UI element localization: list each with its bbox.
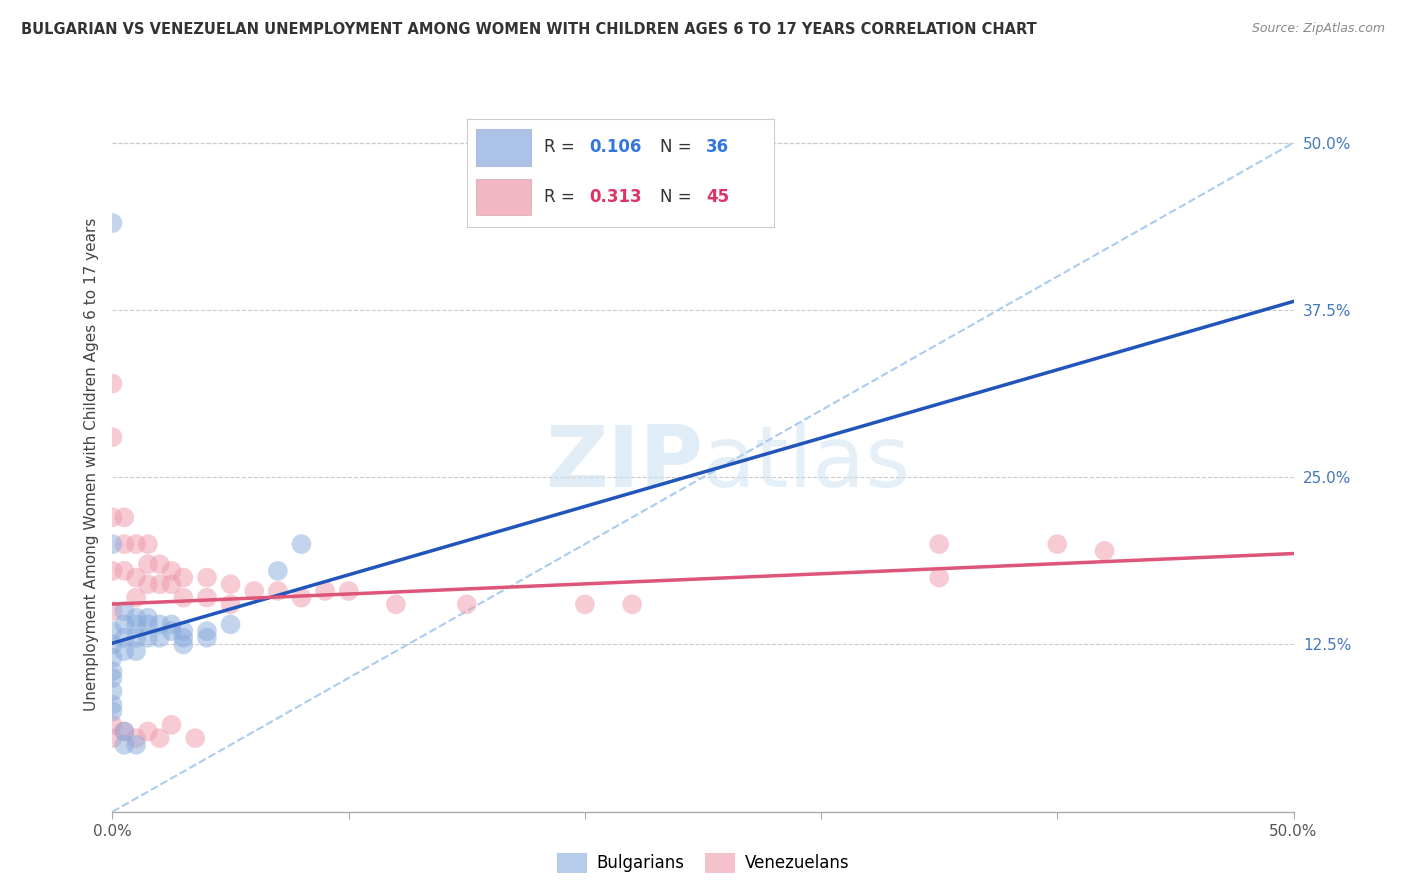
Point [112,604,135,618]
Point [125,731,148,746]
Point [101,216,124,230]
Point [574,598,596,612]
Point [101,637,124,651]
Point [1046,537,1069,551]
Point [160,624,183,639]
Point [195,631,218,645]
Point [195,624,218,639]
Point [125,537,148,551]
Point [160,564,183,578]
Point [112,537,135,551]
Point [172,591,194,605]
Point [112,617,135,632]
Point [314,584,336,599]
Point [1094,544,1116,558]
Point [149,731,172,746]
Point [149,631,172,645]
Point [112,631,135,645]
Point [136,537,159,551]
Point [219,598,242,612]
Point [172,631,194,645]
Point [125,738,148,752]
Text: Source: ZipAtlas.com: Source: ZipAtlas.com [1251,22,1385,36]
Point [101,731,124,746]
Point [125,631,148,645]
Point [101,698,124,712]
Text: BULGARIAN VS VENEZUELAN UNEMPLOYMENT AMONG WOMEN WITH CHILDREN AGES 6 TO 17 YEAR: BULGARIAN VS VENEZUELAN UNEMPLOYMENT AMO… [21,22,1036,37]
Point [219,577,242,591]
Point [136,557,159,572]
Point [136,631,159,645]
Point [290,591,312,605]
Point [101,376,124,391]
Point [172,624,194,639]
Point [160,577,183,591]
Point [101,705,124,719]
Point [928,571,950,585]
Point [385,598,408,612]
Point [112,724,135,739]
Point [112,644,135,658]
Text: atlas: atlas [703,422,911,506]
Point [101,537,124,551]
Point [219,617,242,632]
Point [456,598,478,612]
Point [101,430,124,444]
Point [101,604,124,618]
Point [149,557,172,572]
Point [195,591,218,605]
Point [136,617,159,632]
Point [290,537,312,551]
Point [125,611,148,625]
Point [101,717,124,731]
Point [243,584,266,599]
Point [101,684,124,698]
Point [136,724,159,739]
Point [112,738,135,752]
Point [101,671,124,685]
Point [125,644,148,658]
Point [149,577,172,591]
Point [136,577,159,591]
Point [101,664,124,679]
Point [267,584,290,599]
Point [101,624,124,639]
Point [267,564,290,578]
Point [184,731,207,746]
Point [149,617,172,632]
Point [125,571,148,585]
Point [136,611,159,625]
Legend: Bulgarians, Venezuelans: Bulgarians, Venezuelans [550,847,856,880]
Point [112,510,135,524]
Point [195,571,218,585]
Point [101,564,124,578]
Point [101,510,124,524]
Y-axis label: Unemployment Among Women with Children Ages 6 to 17 years: Unemployment Among Women with Children A… [83,217,98,711]
Point [928,537,950,551]
Point [172,571,194,585]
Point [125,617,148,632]
Text: ZIP: ZIP [546,422,703,506]
Point [101,651,124,665]
Point [112,724,135,739]
Point [125,591,148,605]
Point [172,637,194,651]
Point [112,564,135,578]
Point [160,617,183,632]
Point [337,584,360,599]
Point [160,717,183,731]
Point [621,598,644,612]
